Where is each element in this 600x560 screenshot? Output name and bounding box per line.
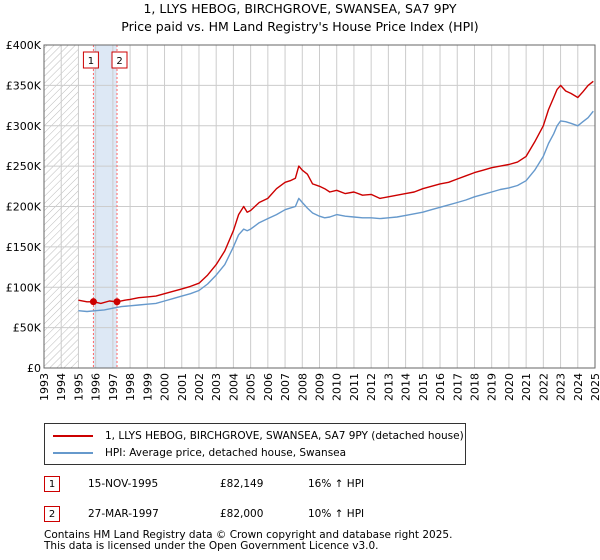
footer-line-2: This data is licensed under the Open Gov… [44,540,379,552]
y-tick-label: £100K [6,281,42,294]
y-tick-label: £400K [6,39,42,52]
x-tick-label: 2008 [296,373,309,401]
x-tick-label: 2018 [468,373,481,401]
sale-badge-1: 1 [44,476,60,492]
x-tick-label: 2017 [451,373,464,401]
x-tick-label: 1997 [107,373,120,401]
sale-badge-2: 2 [44,506,60,522]
y-tick-label: £0 [27,362,41,375]
x-tick-label: 2013 [382,373,395,401]
x-tick-label: 2020 [503,373,516,401]
x-tick-label: 2006 [262,373,275,401]
x-tick-label: 2001 [176,373,189,401]
x-tick-label: 2011 [348,373,361,401]
x-tick-label: 2010 [331,373,344,401]
legend-item-property: 1, LLYS HEBOG, BIRCHGROVE, SWANSEA, SA7 … [53,428,464,444]
sale-box-2 [111,51,128,69]
y-tick-label: £50K [13,322,42,335]
footer-attribution: Contains HM Land Registry data © Crown c… [44,530,452,552]
price-chart: £0 £50K £100K £150K £200K £250K £300K £350K £400… [6,39,600,401]
legend-swatch-property [53,435,93,437]
sale-box-label-2: 2 [116,56,122,67]
y-tick-label: £250K [6,160,42,173]
legend-item-hpi: HPI: Average price, detached house, Swan… [53,445,346,461]
y-tick-label: £350K [6,79,42,92]
x-tick-label: 2003 [210,373,223,401]
y-tick-label: £150K [6,241,42,254]
sale-point-2 [113,298,121,306]
x-tick-label: 2022 [537,373,550,401]
x-tick-label: 1998 [124,373,137,401]
x-tick-label: 2024 [572,373,585,401]
x-tick-label: 1993 [38,373,51,401]
page-subtitle: Price paid vs. HM Land Registry's House … [121,19,479,34]
x-tick-label: 2016 [434,373,447,401]
x-tick-label: 2000 [159,373,172,401]
y-tick-label: £200K [6,201,42,214]
sale-hpi-1: 16% ↑ HPI [308,478,365,490]
plot-frame [43,44,596,369]
sale-box-label-1: 1 [88,56,94,67]
sale-price-1: £82,149 [220,478,264,490]
x-tick-label: 2021 [520,373,533,401]
y-tick-label: £300K [6,120,42,133]
x-tick-label: 2023 [555,373,568,401]
x-tick-label: 2007 [279,373,292,401]
x-tick-label: 2009 [314,373,327,401]
x-tick-label: 2005 [245,373,258,401]
legend-label-property: 1, LLYS HEBOG, BIRCHGROVE, SWANSEA, SA7 … [105,430,464,442]
x-tick-label: 2019 [486,373,499,401]
legend-label-hpi: HPI: Average price, detached house, Swan… [105,447,347,459]
sale-point-1 [89,298,97,306]
chart-legend: 1, LLYS HEBOG, BIRCHGROVE, SWANSEA, SA7 … [44,423,466,465]
x-tick-label: 2002 [193,373,206,401]
series-line-hpi [78,110,594,313]
x-tick-label: 1999 [141,373,154,401]
series-line-property [78,80,594,305]
legend-swatch-hpi [53,452,93,454]
sale-date-2: 27-MAR-1997 [88,508,159,520]
x-tick-label: 1995 [72,373,85,401]
sale-hpi-2: 10% ↑ HPI [308,508,365,520]
page-title: 1, LLYS HEBOG, BIRCHGROVE, SWANSEA, SA7 … [143,1,457,16]
x-tick-label: 2015 [417,373,430,401]
footer-line-1: Contains HM Land Registry data © Crown c… [44,529,453,541]
x-tick-label: 2004 [227,373,240,401]
sale-date-1: 15-NOV-1995 [88,478,159,490]
sale-price-2: £82,000 [220,508,264,520]
sale-box-1 [82,51,99,69]
x-tick-label: 1994 [55,373,68,401]
x-tick-label: 1996 [90,373,103,401]
x-tick-label: 2025 [589,373,600,401]
x-tick-label: 2014 [400,373,413,401]
x-tick-label: 2012 [365,373,378,401]
